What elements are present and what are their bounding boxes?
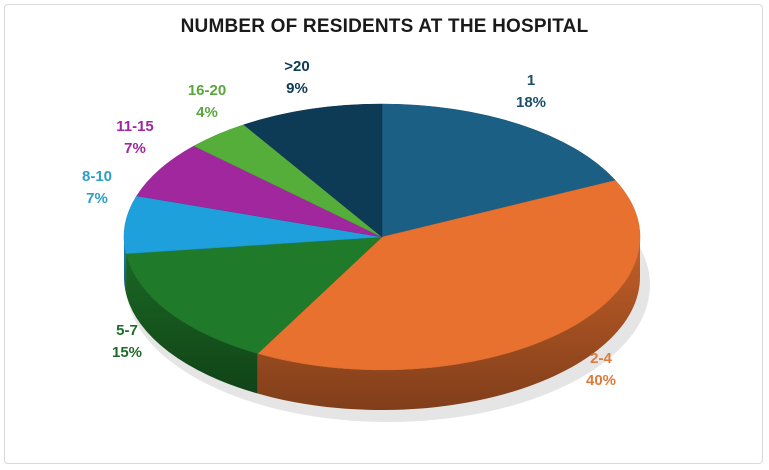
label-5-7: 5-7 15%: [111, 322, 143, 361]
label-2-4: 2-4 40%: [585, 350, 617, 389]
slice-side-2-4: [257, 237, 640, 410]
slice-side-8-10: [124, 237, 127, 294]
label-8-10: 8-10 7%: [81, 168, 113, 207]
slice-5-7: [125, 236, 383, 354]
slice-8-10: [123, 195, 383, 254]
slice-1: [381, 103, 616, 238]
chart-title: NUMBER OF RESIDENTS AT THE HOSPITAL: [180, 16, 589, 37]
label-11-15: 11-15 7%: [116, 118, 154, 157]
slice-11-15: [136, 145, 383, 238]
label-16-20: 16-20 4%: [187, 82, 227, 121]
label-1: 1 18%: [515, 72, 547, 111]
slice-2-4: [257, 180, 641, 371]
label-over-20: >20 9%: [284, 58, 310, 97]
slice->20: [243, 103, 383, 238]
slice-side-5-7: [126, 253, 258, 394]
